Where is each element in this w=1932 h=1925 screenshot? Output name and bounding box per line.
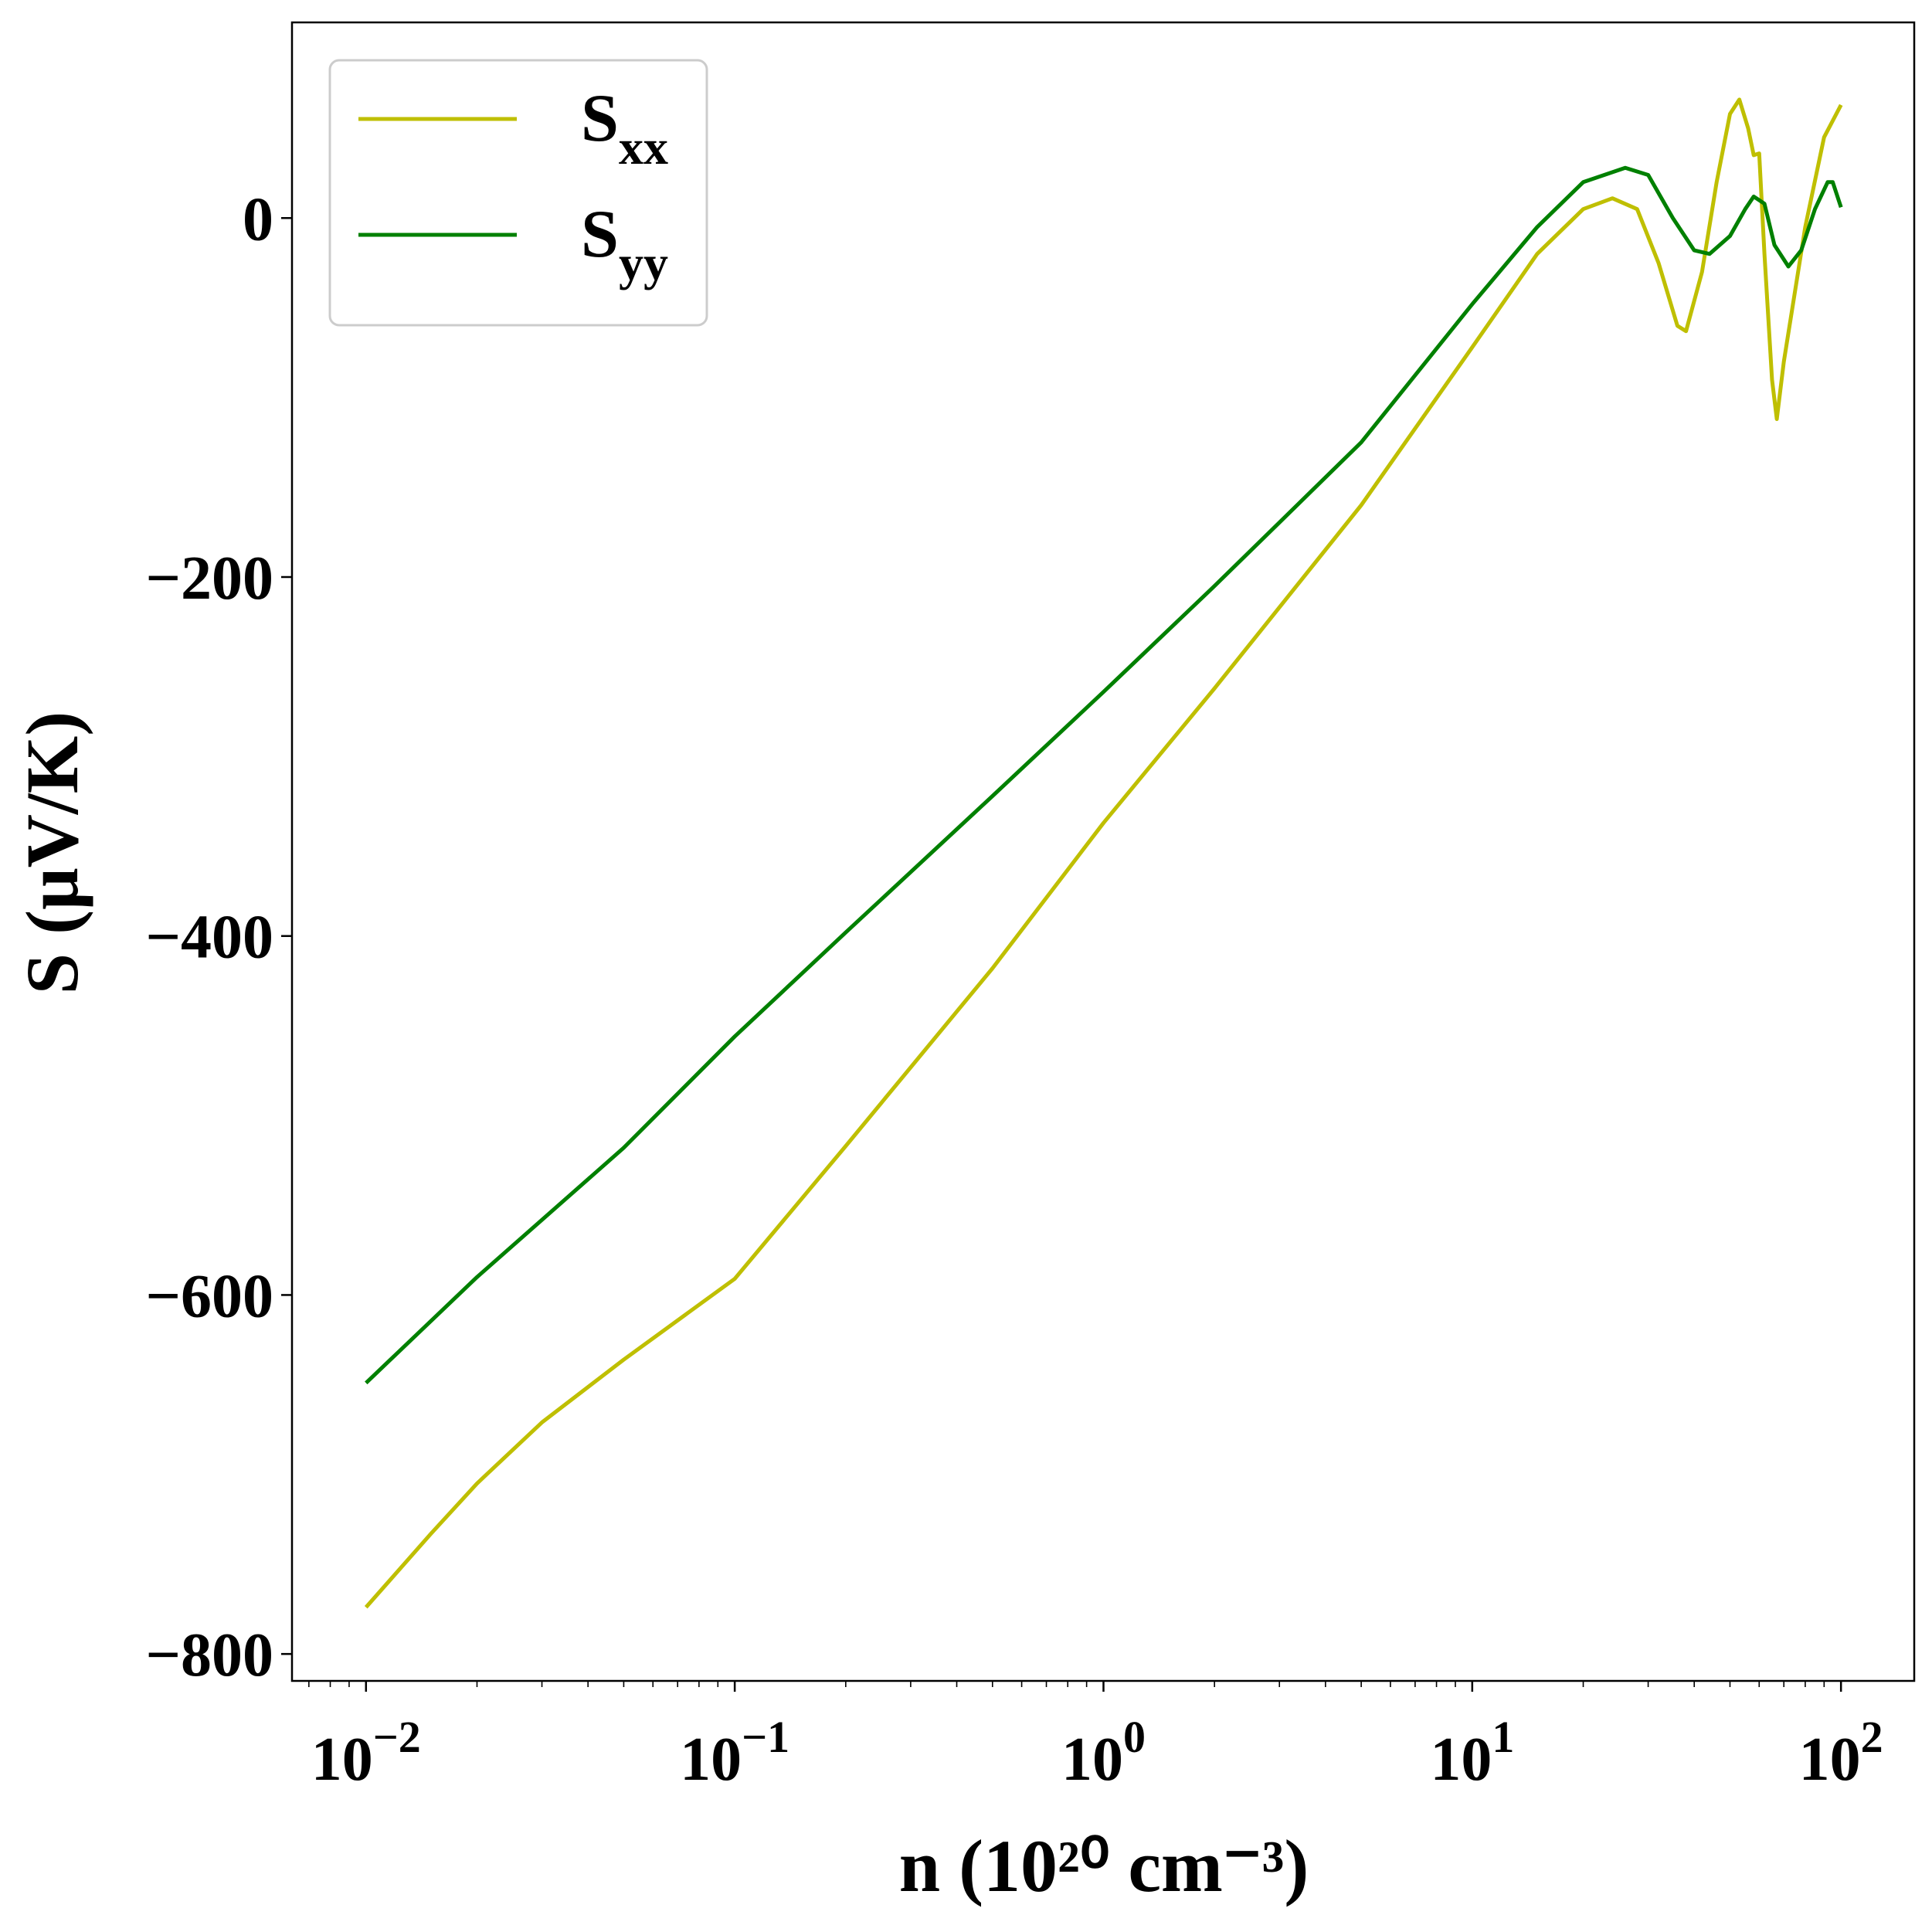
y-tick-label: −800 [145, 1621, 273, 1689]
legend-label: Syy [581, 197, 668, 290]
legend-label: Sxx [581, 81, 668, 175]
x-tick-label: 100 [1061, 1712, 1146, 1794]
x-tick-label: 10−2 [311, 1712, 421, 1794]
y-tick-label: 0 [243, 185, 273, 253]
line [365, 165, 1843, 1385]
line [364, 97, 1843, 1609]
x-tick-label: 101 [1430, 1712, 1514, 1794]
y-axis-label: S (μV/K) [11, 711, 93, 994]
y-tick-label: −600 [145, 1262, 273, 1330]
legend-box [328, 59, 708, 327]
x-axis-label: n (10²⁰ cm⁻³) [899, 1825, 1309, 1907]
x-tick-label: 102 [1799, 1712, 1883, 1794]
y-tick-label: −400 [145, 904, 273, 972]
x-tick-label: 10−1 [680, 1712, 789, 1794]
plot-frame [290, 21, 1916, 1682]
y-tick-label: −200 [145, 545, 273, 613]
